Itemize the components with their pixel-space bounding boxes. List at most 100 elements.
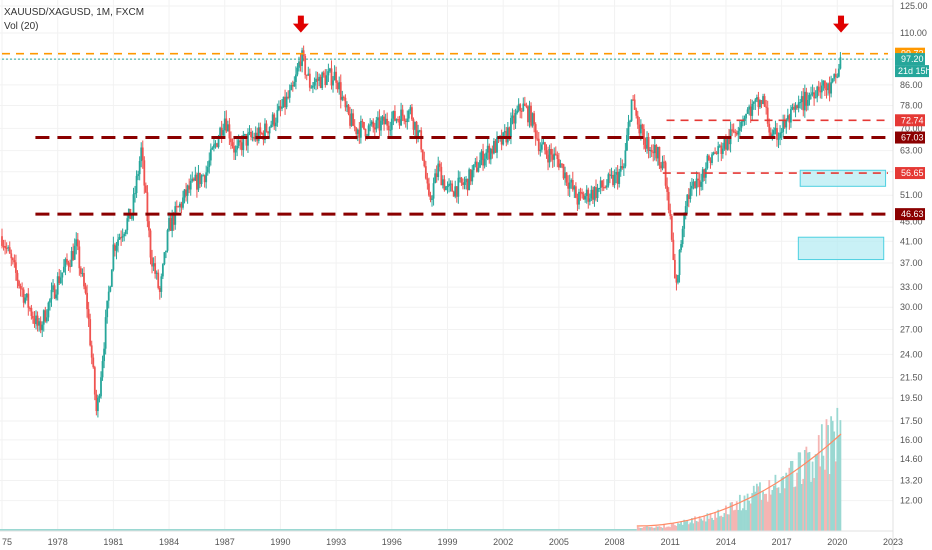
candle-body bbox=[185, 189, 187, 196]
candle-body bbox=[839, 57, 842, 69]
candle-body bbox=[805, 91, 808, 106]
candle-body bbox=[38, 321, 41, 326]
y-tick-label: 125.00 bbox=[900, 1, 928, 11]
candle-body bbox=[516, 110, 519, 114]
candle-body bbox=[191, 178, 194, 182]
candle-body bbox=[800, 96, 803, 103]
volume-bar bbox=[788, 467, 791, 531]
candle-body bbox=[434, 173, 437, 184]
candle-body bbox=[703, 169, 706, 178]
volume-bar bbox=[814, 454, 817, 531]
candle-body bbox=[211, 147, 214, 150]
candle-body bbox=[536, 138, 539, 140]
candle-body bbox=[777, 138, 780, 140]
candle-body bbox=[349, 113, 351, 126]
candle-body bbox=[55, 294, 58, 299]
volume-bar bbox=[698, 516, 701, 531]
x-tick-label: 2011 bbox=[661, 537, 680, 547]
candle-body bbox=[367, 125, 370, 136]
volume-bar bbox=[726, 514, 729, 531]
candle-body bbox=[780, 131, 783, 133]
candle-body bbox=[691, 185, 693, 189]
volume-bar bbox=[760, 499, 763, 531]
volume-legend[interactable]: Vol (20) bbox=[4, 21, 39, 32]
y-tick-label: 41.00 bbox=[900, 236, 923, 246]
candle-body bbox=[72, 251, 75, 260]
candle-body bbox=[692, 181, 695, 186]
candle-body bbox=[353, 125, 356, 128]
volume-bar bbox=[774, 474, 777, 531]
candle-body bbox=[95, 394, 98, 412]
candle-body bbox=[426, 178, 429, 184]
candle-body bbox=[33, 318, 36, 325]
arrow-markers[interactable] bbox=[292, 15, 850, 33]
candle-body bbox=[67, 262, 70, 267]
candle-body bbox=[731, 129, 734, 131]
symbol-title[interactable]: XAUUSD/XAGUSD, 1M, FXCM bbox=[4, 7, 145, 18]
x-tick-label: 75 bbox=[2, 537, 12, 547]
candle-body bbox=[475, 161, 478, 172]
volume-bar bbox=[715, 517, 718, 531]
volume-bar bbox=[681, 524, 684, 531]
candle-body bbox=[828, 83, 831, 94]
candle-body bbox=[4, 246, 6, 248]
candle-body bbox=[279, 106, 282, 109]
candle-body bbox=[437, 163, 440, 178]
volume-bar bbox=[803, 449, 806, 531]
candle-body bbox=[759, 100, 761, 108]
candle-body bbox=[712, 152, 715, 155]
candle-body bbox=[496, 137, 498, 153]
candle-body bbox=[808, 95, 811, 100]
candle-body bbox=[420, 130, 423, 150]
volume-bar bbox=[799, 452, 802, 531]
volume-bar bbox=[816, 454, 819, 531]
price-axis[interactable]: 125.00110.0097.2086.0078.0070.0063.0057.… bbox=[900, 1, 928, 506]
candle-body bbox=[720, 145, 723, 154]
candle-body bbox=[169, 218, 172, 231]
candle-body bbox=[765, 106, 768, 108]
candle-body bbox=[763, 96, 766, 107]
candle-body bbox=[441, 179, 444, 186]
candle-body bbox=[754, 99, 757, 102]
y-tick-label: 13.20 bbox=[900, 476, 923, 486]
candle-body bbox=[398, 119, 401, 126]
candle-body bbox=[10, 253, 13, 259]
volume-bar bbox=[684, 521, 687, 531]
volume-bar bbox=[653, 527, 656, 531]
candle-body bbox=[714, 152, 717, 154]
candle-body bbox=[270, 124, 273, 128]
candle-body bbox=[120, 237, 123, 239]
candle-body bbox=[1, 236, 3, 246]
volume-bar bbox=[762, 491, 764, 531]
candle-body bbox=[44, 310, 47, 322]
candle-body bbox=[155, 272, 158, 274]
horizontal-levels[interactable] bbox=[2, 52, 888, 216]
candle-body bbox=[93, 367, 96, 395]
volume-bar bbox=[810, 481, 812, 531]
y-tick-label: 45.00 bbox=[900, 217, 923, 227]
volume-bar bbox=[704, 521, 707, 531]
volume-bar bbox=[700, 518, 703, 531]
candle-body bbox=[90, 345, 93, 358]
candle-body bbox=[295, 74, 297, 82]
x-tick-label: 2023 bbox=[883, 537, 903, 547]
candle-body bbox=[319, 76, 322, 88]
candle-body bbox=[721, 148, 724, 154]
candle-body bbox=[70, 251, 73, 267]
candle-body bbox=[590, 189, 593, 199]
volume-bar bbox=[649, 527, 652, 531]
highlight-boxes[interactable] bbox=[797, 169, 887, 261]
candle-body bbox=[313, 82, 316, 86]
candle-body bbox=[312, 85, 314, 88]
candle-body bbox=[324, 75, 327, 86]
candle-body bbox=[429, 195, 432, 200]
time-axis[interactable]: 75 1978 1981 1984 1987 1990 1993 1996 1999 2002 20… bbox=[2, 537, 903, 547]
candle-body bbox=[667, 191, 670, 210]
candle-body bbox=[146, 192, 149, 222]
candle-body bbox=[197, 172, 200, 190]
candle-body bbox=[356, 129, 359, 134]
candle-body bbox=[827, 83, 829, 91]
candle-body bbox=[656, 146, 659, 159]
candle-body bbox=[59, 277, 62, 283]
